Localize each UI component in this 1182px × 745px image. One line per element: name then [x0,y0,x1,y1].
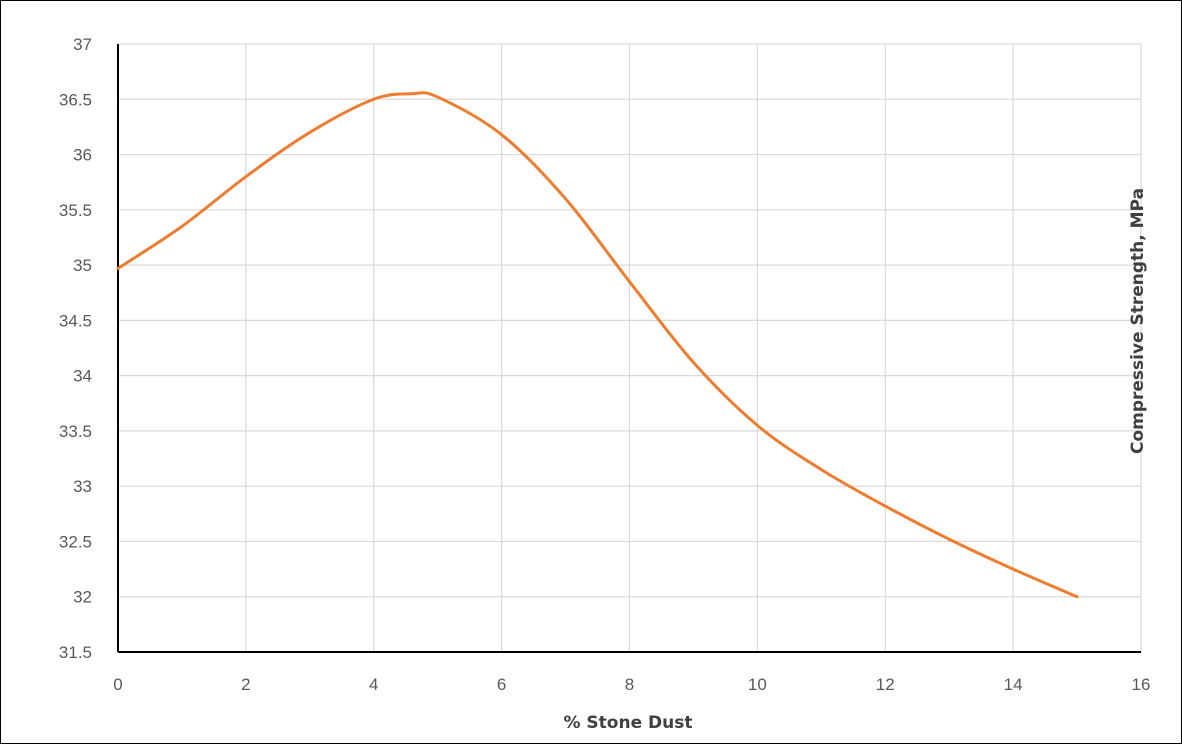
series-line [116,91,1079,599]
y-axis-title: Compressive Strength, MPa [1128,188,1148,454]
axes [117,44,1141,653]
x-tick-label: 0 [113,675,122,694]
x-tick-label: 8 [625,675,634,694]
y-tick-label: 35 [73,256,92,275]
y-tick-label: 33 [73,477,92,496]
y-tick-label: 34 [73,367,92,386]
x-tick-label: 6 [497,675,506,694]
x-axis-title: % Stone Dust [563,713,692,733]
x-tick-label: 16 [1132,675,1151,694]
x-tick-label: 12 [876,675,895,694]
gridlines [118,43,1142,652]
y-tick-label: 34.5 [59,311,92,330]
y-tick-label: 36.5 [59,90,92,109]
x-tick-label: 2 [241,675,250,694]
y-tick-label: 32.5 [59,532,92,551]
x-tick-label: 4 [369,675,378,694]
y-tick-label: 35.5 [59,201,92,220]
y-tick-label: 32 [73,588,92,607]
y-tick-label: 33.5 [59,422,92,441]
x-tick-label: 10 [748,675,767,694]
x-tick-label: 14 [1004,675,1023,694]
tick-labels: 31.5 32 32.5 33 33.5 34 34.5 35 35.5 36 36.5 37 0 2 4 6… [59,35,1151,694]
y-tick-label: 37 [73,35,92,54]
y-tick-label: 36 [73,146,92,165]
y-tick-label: 31.5 [59,643,92,662]
series-layer [116,91,1079,599]
